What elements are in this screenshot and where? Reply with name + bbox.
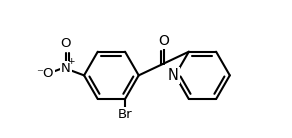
Text: N: N — [61, 62, 71, 75]
Text: O: O — [158, 34, 169, 48]
Text: +: + — [67, 57, 75, 66]
Text: Br: Br — [118, 108, 132, 121]
Text: O: O — [61, 37, 71, 50]
Text: N: N — [168, 68, 179, 83]
Text: ⁻O: ⁻O — [36, 67, 54, 80]
